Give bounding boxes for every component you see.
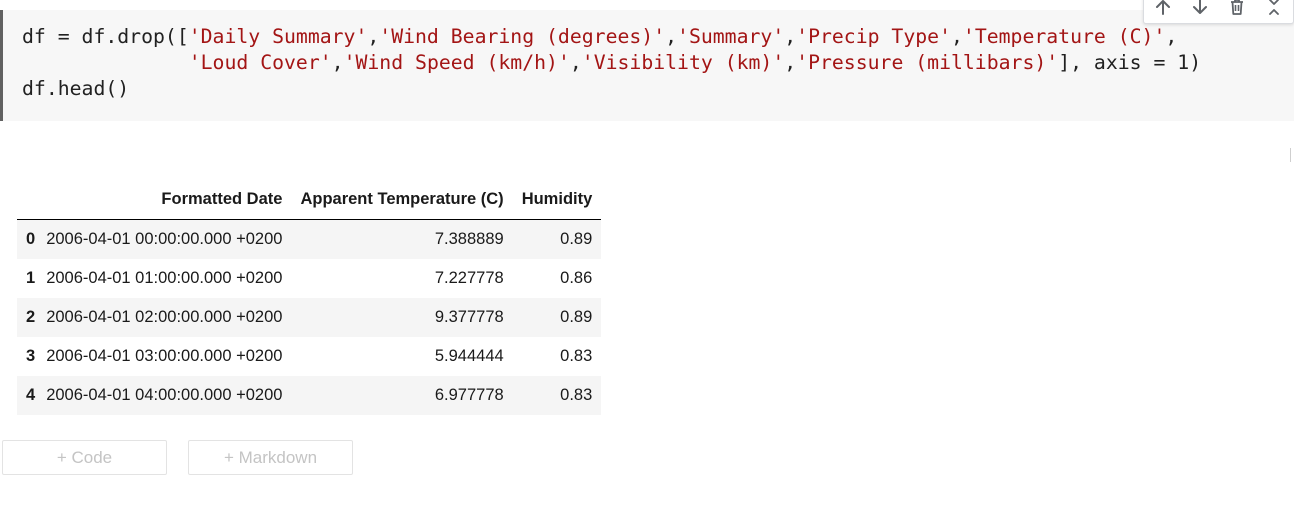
code-token: df = df.drop([ (22, 25, 189, 48)
row-index: 2 (26, 308, 36, 326)
code-token: ], axis = 1) (1058, 51, 1202, 74)
cell-apparent-temperature: 7.388889 (434, 230, 504, 248)
cell-formatted-date: 2006-04-01 00:00:00.000 +0200 (46, 230, 283, 248)
index-header (17, 180, 42, 220)
row-index: 3 (26, 347, 36, 365)
code-string-token: 'Loud Cover' (188, 51, 332, 74)
cell-formatted-date: 2006-04-01 01:00:00.000 +0200 (46, 269, 283, 287)
row-index: 4 (26, 386, 36, 404)
table-header-row: Formatted Date Apparent Temperature (C) … (17, 180, 602, 220)
dataframe-output: Formatted Date Apparent Temperature (C) … (17, 180, 602, 415)
code-line: df.head() (22, 77, 129, 100)
cell-humidity: 0.86 (560, 269, 593, 287)
cell-toolbar (1143, 0, 1294, 24)
cell-humidity: 0.83 (560, 347, 593, 365)
cell-formatted-date: 2006-04-01 03:00:00.000 +0200 (46, 347, 283, 365)
table-row: 2 2006-04-01 02:00:00.000 +0200 9.377778… (17, 298, 602, 337)
code-editor[interactable]: df = df.drop(['Daily Summary','Wind Bear… (22, 24, 1201, 102)
cell-formatted-date: 2006-04-01 04:00:00.000 +0200 (46, 386, 283, 404)
code-token: , (367, 25, 380, 48)
collapse-icon (1264, 0, 1284, 17)
code-token (22, 51, 189, 74)
collapse-cell-button[interactable] (1255, 0, 1292, 21)
table-row: 4 2006-04-01 04:00:00.000 +0200 6.977778… (17, 376, 602, 415)
code-line: 'Loud Cover','Wind Speed (km/h)','Visibi… (22, 51, 1201, 74)
move-cell-down-button[interactable] (1181, 0, 1218, 21)
table-row: 1 2006-04-01 01:00:00.000 +0200 7.227778… (17, 259, 601, 298)
cell-formatted-date: 2006-04-01 02:00:00.000 +0200 (46, 308, 283, 326)
scroll-indicator (1290, 148, 1291, 162)
code-string-token: 'Pressure (millibars)' (796, 51, 1059, 74)
cell-humidity: 0.89 (560, 308, 593, 326)
row-index: 1 (26, 269, 36, 287)
arrow-up-icon (1153, 0, 1173, 17)
table-row: 3 2006-04-01 03:00:00.000 +0200 5.944444… (17, 337, 601, 376)
add-code-cell-button[interactable]: + Code (2, 440, 167, 475)
row-index: 0 (26, 230, 36, 248)
add-markdown-cell-button[interactable]: + Markdown (188, 440, 353, 475)
code-line: df = df.drop(['Daily Summary','Wind Bear… (22, 25, 1177, 48)
code-token: , (950, 25, 963, 48)
code-string-token: 'Wind Bearing (degrees)' (379, 25, 666, 48)
cell-humidity: 0.83 (560, 386, 593, 404)
code-cell[interactable]: df = df.drop(['Daily Summary','Wind Bear… (0, 10, 1294, 121)
code-token: , (1165, 25, 1178, 48)
code-token: , (784, 51, 797, 74)
code-string-token: 'Daily Summary' (188, 25, 368, 48)
column-header-apparent-temperature: Apparent Temperature (C) (291, 180, 513, 220)
code-token: , (665, 25, 678, 48)
column-header-formatted-date: Formatted Date (41, 180, 292, 220)
move-cell-up-button[interactable] (1144, 0, 1181, 21)
table-row: 0 2006-04-01 00:00:00.000 +0200 7.388889… (17, 219, 602, 259)
delete-cell-button[interactable] (1218, 0, 1255, 21)
code-string-token: 'Precip Type' (796, 25, 951, 48)
column-header-humidity: Humidity (512, 180, 602, 220)
code-token: , (784, 25, 797, 48)
cell-apparent-temperature: 6.977778 (434, 386, 504, 404)
arrow-down-icon (1190, 0, 1210, 17)
cell-apparent-temperature: 7.227778 (434, 269, 504, 287)
cell-apparent-temperature: 9.377778 (434, 308, 504, 326)
code-string-token: 'Summary' (677, 25, 785, 48)
code-token: , (569, 51, 582, 74)
code-string-token: 'Visibility (km)' (581, 51, 785, 74)
code-token: , (331, 51, 344, 74)
code-string-token: 'Wind Speed (km/h)' (343, 51, 570, 74)
code-token: df.head() (22, 77, 130, 100)
cell-apparent-temperature: 5.944444 (434, 347, 504, 365)
code-string-token: 'Temperature (C)' (962, 25, 1166, 48)
cell-humidity: 0.89 (560, 230, 593, 248)
trash-icon (1227, 0, 1247, 17)
